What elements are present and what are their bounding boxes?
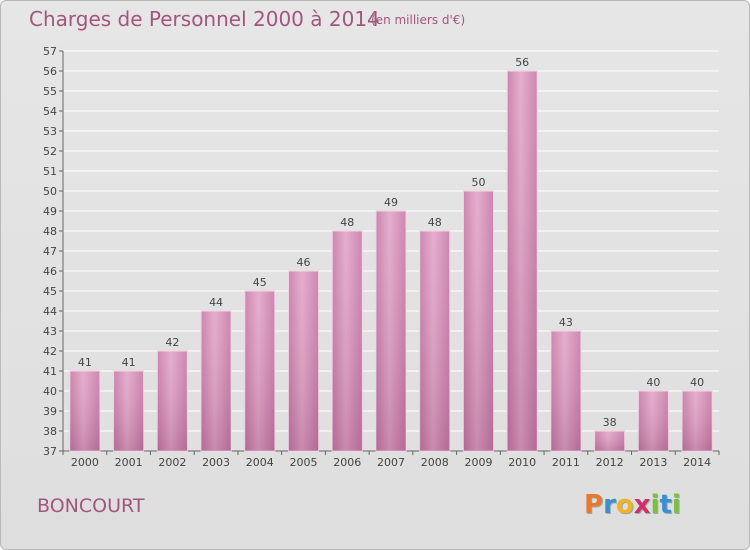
x-tick-label-2008: 2008 xyxy=(421,456,449,469)
bar-shade-2006 xyxy=(332,231,363,451)
y-tick-label: 54 xyxy=(43,105,57,118)
data-label-2008: 48 xyxy=(428,216,442,229)
data-label-2013: 40 xyxy=(646,376,660,389)
bar-shade-2007 xyxy=(376,211,406,451)
y-tick-label: 55 xyxy=(43,85,57,98)
data-label-2010: 56 xyxy=(515,56,529,69)
y-tick-label: 47 xyxy=(43,245,57,258)
bar-shade-2003 xyxy=(201,311,232,451)
data-label-2005: 46 xyxy=(297,256,311,269)
bar-shade-2001 xyxy=(113,371,144,451)
data-label-2001: 41 xyxy=(122,356,136,369)
data-label-2012: 38 xyxy=(603,416,617,429)
data-label-2004: 45 xyxy=(253,276,267,289)
data-label-2007: 49 xyxy=(384,196,398,209)
bar-shade-2005 xyxy=(288,271,319,451)
x-tick-label-2001: 2001 xyxy=(115,456,143,469)
y-tick-label: 50 xyxy=(43,185,57,198)
logo-letter: P xyxy=(584,490,604,520)
data-label-2003: 44 xyxy=(209,296,223,309)
logo-letter: o xyxy=(615,490,634,520)
logo-letter: x xyxy=(633,490,651,520)
bar-shade-2014 xyxy=(682,391,713,451)
chart-title: Charges de Personnel 2000 à 2014 xyxy=(29,7,380,31)
data-labels: 41 41 42 44 45 46 48 49 48 50 56 43 38 40 40 xyxy=(78,56,704,429)
y-tick-label: 43 xyxy=(43,325,57,338)
y-tick-label: 53 xyxy=(43,125,57,138)
y-tick-label: 38 xyxy=(43,425,57,438)
data-label-2002: 42 xyxy=(165,336,179,349)
y-tick-label: 51 xyxy=(43,165,57,178)
x-tick-label-2005: 2005 xyxy=(290,456,318,469)
data-label-2011: 43 xyxy=(559,316,573,329)
x-tick-label-2006: 2006 xyxy=(333,456,361,469)
bar-shade-2012 xyxy=(594,431,625,451)
bar-shade-2008 xyxy=(419,231,450,451)
data-label-2009: 50 xyxy=(471,176,485,189)
y-tick-label: 40 xyxy=(43,385,57,398)
bar-shade-2009 xyxy=(463,191,494,451)
y-tick-label: 56 xyxy=(43,65,57,78)
commune-name: BONCOURT xyxy=(37,495,145,517)
bar-shade-2011 xyxy=(550,331,581,451)
x-tick-label-2010: 2010 xyxy=(508,456,536,469)
x-tick-label-2004: 2004 xyxy=(246,456,274,469)
logo-letter: i xyxy=(650,490,660,520)
y-tick-label: 41 xyxy=(43,365,57,378)
x-tick-label-2003: 2003 xyxy=(202,456,230,469)
y-tick-label: 49 xyxy=(43,205,57,218)
x-tick-label-2000: 2000 xyxy=(71,456,99,469)
proxiti-logo: Proxiti xyxy=(584,490,681,520)
y-tick-label: 42 xyxy=(43,345,57,358)
x-tick-label-2002: 2002 xyxy=(158,456,186,469)
y-tick-label: 44 xyxy=(43,305,57,318)
x-tick-label-2009: 2009 xyxy=(464,456,492,469)
chart-subtitle: (en milliers d'€) xyxy=(371,13,466,27)
bars xyxy=(69,70,713,452)
logo-letter: i xyxy=(671,490,681,520)
x-tick-label-2013: 2013 xyxy=(639,456,667,469)
y-tick-label: 46 xyxy=(43,265,57,278)
x-tick-label-2007: 2007 xyxy=(377,456,405,469)
y-tick-label: 48 xyxy=(43,225,57,238)
y-tick-label: 37 xyxy=(43,445,57,458)
data-label-2000: 41 xyxy=(78,356,92,369)
logo-letter: t xyxy=(659,490,672,520)
x-tick-label-2011: 2011 xyxy=(552,456,580,469)
y-tick-label: 52 xyxy=(43,145,57,158)
y-tick-label: 39 xyxy=(43,405,57,418)
y-tick-label: 45 xyxy=(43,285,57,298)
x-tick-label-2014: 2014 xyxy=(683,456,711,469)
bar-shade-2013 xyxy=(638,391,669,451)
bar-shade-2002 xyxy=(157,351,188,451)
bar-shade-2004 xyxy=(244,291,275,451)
data-label-2006: 48 xyxy=(340,216,354,229)
bar-shade-2000 xyxy=(69,371,100,451)
x-tick-label-2012: 2012 xyxy=(596,456,624,469)
bar-shade-2010 xyxy=(507,71,538,451)
logo-letter: r xyxy=(603,490,616,520)
y-tick-label: 57 xyxy=(43,45,57,58)
data-label-2014: 40 xyxy=(690,376,704,389)
